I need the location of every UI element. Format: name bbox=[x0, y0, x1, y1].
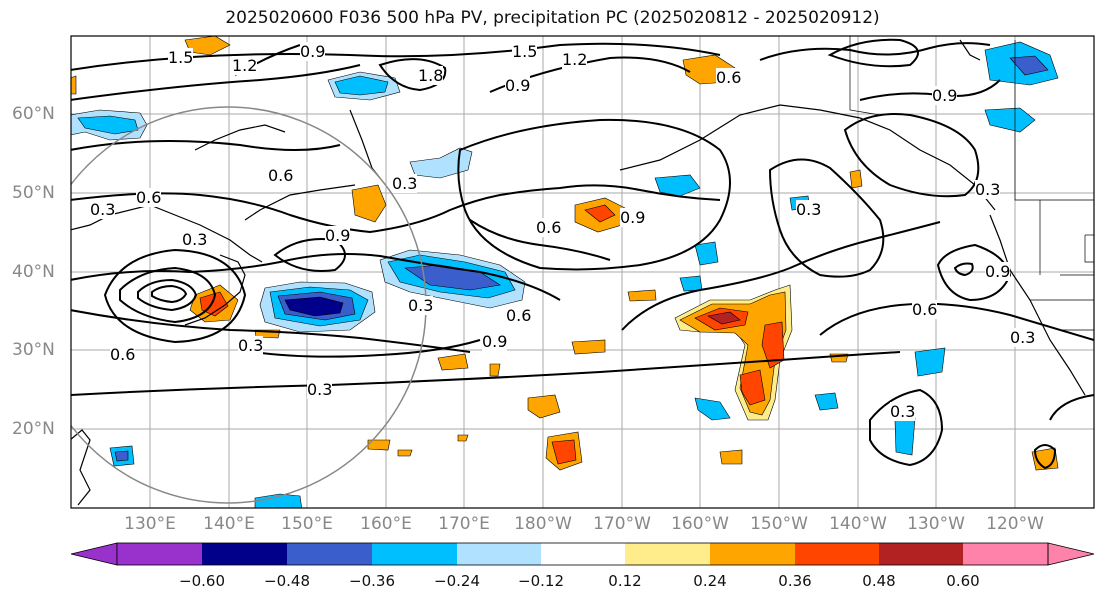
colorbar-tick-label: −0.48 bbox=[264, 572, 310, 590]
colorbar-bin-3 bbox=[287, 543, 372, 565]
colorbar-tick-label: 0.48 bbox=[862, 572, 896, 590]
lon-label: 160°E bbox=[360, 514, 412, 534]
lon-label: 120°W bbox=[986, 514, 1044, 534]
colorbar-bin-9 bbox=[795, 543, 879, 565]
colorbar-bin-7 bbox=[625, 543, 710, 565]
lon-label: 130°E bbox=[124, 514, 176, 534]
coastlines bbox=[71, 39, 1086, 506]
lon-label: 150°E bbox=[281, 514, 333, 534]
lat-label-30n: 30°N bbox=[12, 340, 55, 360]
lat-label-60n: 60°N bbox=[12, 104, 55, 124]
colorbar-extend-low bbox=[70, 542, 118, 566]
lat-label-50n: 50°N bbox=[12, 183, 55, 203]
lon-label: 140°E bbox=[203, 514, 255, 534]
colorbar-tick-label: −0.12 bbox=[518, 572, 564, 590]
colorbar-bin-4 bbox=[372, 543, 457, 565]
lon-label: 150°W bbox=[750, 514, 808, 534]
colorbar-bin-8 bbox=[710, 543, 795, 565]
colorbar-bin-5 bbox=[457, 543, 541, 565]
colorbar-bin-11 bbox=[963, 543, 1048, 565]
colorbar-bin-2 bbox=[202, 543, 287, 565]
lon-label: 130°W bbox=[907, 514, 965, 534]
map-title: 2025020600 F036 500 hPa PV, precipitatio… bbox=[225, 8, 880, 28]
colorbar-bin-6 bbox=[541, 543, 625, 565]
lat-label-40n: 40°N bbox=[12, 262, 55, 282]
plot-frame bbox=[70, 35, 1095, 509]
lon-label: 160°W bbox=[671, 514, 729, 534]
precip-negative-areas bbox=[71, 41, 1059, 508]
colorbar-frame bbox=[116, 542, 1049, 566]
lat-label-20n: 20°N bbox=[12, 419, 55, 439]
lon-label: 140°W bbox=[829, 514, 887, 534]
colorbar-tick-label: −0.36 bbox=[349, 572, 395, 590]
colorbar-tick-label: −0.24 bbox=[434, 572, 480, 590]
colorbar-tick-label: 0.36 bbox=[778, 572, 812, 590]
lon-label: 170°E bbox=[438, 514, 490, 534]
lon-label: 180°W bbox=[514, 514, 572, 534]
colorbar-bin-1 bbox=[117, 543, 202, 565]
colorbar-bin-10 bbox=[879, 543, 963, 565]
lon-label: 170°W bbox=[593, 514, 651, 534]
colorbar bbox=[70, 542, 1095, 566]
precip-positive-areas bbox=[71, 36, 1059, 471]
colorbar-tick-label: 0.24 bbox=[693, 572, 727, 590]
colorbar-tick-label: 0.12 bbox=[608, 572, 642, 590]
political-borders bbox=[849, 36, 1094, 331]
colorbar-tick-label: 0.60 bbox=[946, 572, 980, 590]
colorbar-extend-high bbox=[1047, 542, 1095, 566]
colorbar-tick-label: −0.60 bbox=[179, 572, 225, 590]
